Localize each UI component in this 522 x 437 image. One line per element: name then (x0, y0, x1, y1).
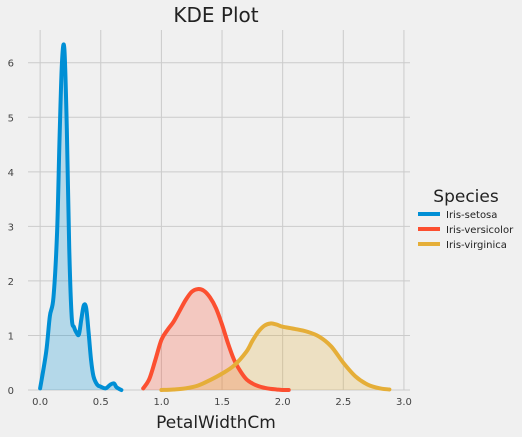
x-tick-label: 2.0 (275, 397, 291, 408)
legend-label: Iris-setosa (446, 210, 497, 221)
y-tick-label: 0 (8, 386, 14, 397)
grid (28, 30, 410, 391)
plot-area (28, 30, 410, 390)
x-axis-label: PetalWidthCm (156, 413, 276, 433)
y-tick-label: 1 (8, 331, 14, 342)
density-line (38, 42, 124, 392)
x-tick-label: 0.5 (93, 397, 109, 408)
y-axis-ticks: 0 1 2 3 4 5 6 (8, 59, 14, 397)
density-lines (38, 42, 392, 392)
chart-title: KDE Plot (173, 3, 258, 27)
y-tick-label: 2 (8, 277, 14, 288)
x-tick-label: 1.0 (153, 397, 169, 408)
y-tick-label: 3 (8, 222, 14, 233)
x-axis-ticks: 0.0 0.5 1.0 1.5 2.0 2.5 3.0 (32, 397, 412, 408)
x-tick-label: 3.0 (396, 397, 412, 408)
y-tick-label: 5 (8, 113, 14, 124)
density-line (159, 321, 392, 392)
x-tick-label: 2.5 (335, 397, 351, 408)
legend: Species Iris-setosa Iris-versicolor Iris-v… (418, 187, 514, 251)
density-line (141, 287, 291, 392)
y-tick-label: 4 (8, 168, 14, 179)
legend-title: Species (433, 187, 499, 207)
legend-label: Iris-virginica (446, 240, 507, 251)
x-tick-label: 1.5 (214, 397, 230, 408)
legend-label: Iris-versicolor (446, 225, 514, 236)
density-area (161, 323, 390, 390)
x-tick-label: 0.0 (32, 397, 48, 408)
y-tick-label: 6 (8, 59, 14, 70)
legend-items: Iris-setosa Iris-versicolor Iris-virginica (418, 210, 514, 251)
